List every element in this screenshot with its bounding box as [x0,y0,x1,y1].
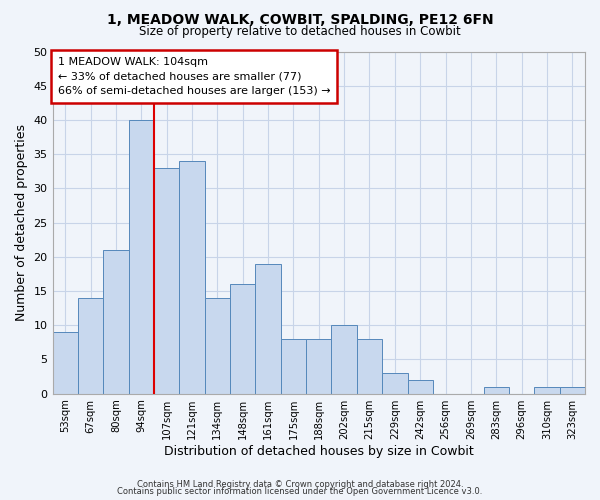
Bar [331,326,357,394]
Bar [154,168,179,394]
Bar [103,250,128,394]
Text: Size of property relative to detached houses in Cowbit: Size of property relative to detached ho… [139,25,461,38]
Bar [128,120,154,394]
Y-axis label: Number of detached properties: Number of detached properties [15,124,28,321]
Bar [534,387,560,394]
Bar [256,264,281,394]
Text: 1, MEADOW WALK, COWBIT, SPALDING, PE12 6FN: 1, MEADOW WALK, COWBIT, SPALDING, PE12 6… [107,12,493,26]
X-axis label: Distribution of detached houses by size in Cowbit: Distribution of detached houses by size … [164,444,473,458]
Bar [205,298,230,394]
Bar [306,339,331,394]
Bar [484,387,509,394]
Bar [230,284,256,394]
Bar [560,387,585,394]
Bar [407,380,433,394]
Bar [179,161,205,394]
Bar [78,298,103,394]
Bar [281,339,306,394]
Bar [382,373,407,394]
Bar [357,339,382,394]
Text: Contains public sector information licensed under the Open Government Licence v3: Contains public sector information licen… [118,487,482,496]
Text: Contains HM Land Registry data © Crown copyright and database right 2024.: Contains HM Land Registry data © Crown c… [137,480,463,489]
Text: 1 MEADOW WALK: 104sqm
← 33% of detached houses are smaller (77)
66% of semi-deta: 1 MEADOW WALK: 104sqm ← 33% of detached … [58,56,331,96]
Bar [53,332,78,394]
